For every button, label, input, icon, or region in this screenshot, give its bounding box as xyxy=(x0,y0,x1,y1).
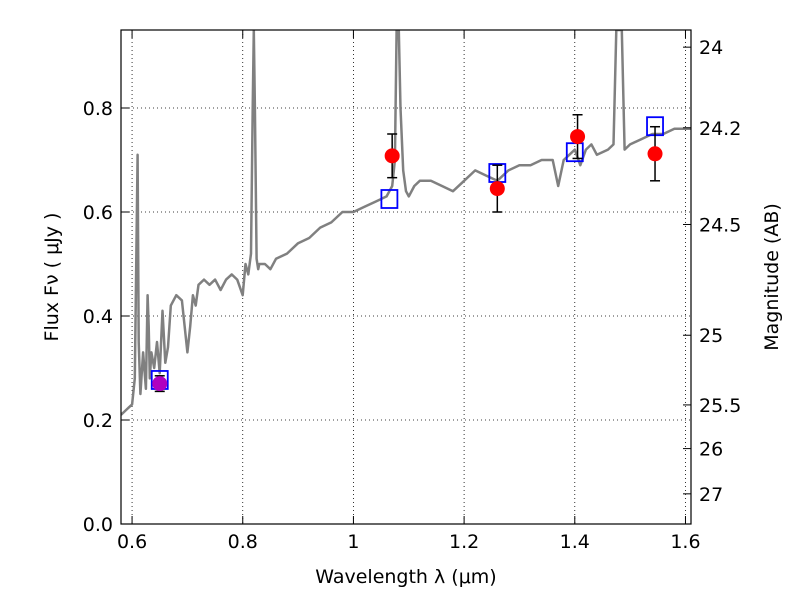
mag-tick-label: 25 xyxy=(699,325,723,347)
observed-flux-point xyxy=(152,376,168,392)
plot-frame xyxy=(120,29,692,525)
grid xyxy=(121,30,691,525)
x-tick-label: 0.6 xyxy=(117,531,147,553)
mag-tick-label: 26 xyxy=(699,439,723,461)
mag-tick-label: 24 xyxy=(699,37,723,59)
x-tick-label: 0.8 xyxy=(228,531,258,553)
model-photometry-square xyxy=(380,189,399,209)
mag-tick-label: 24.2 xyxy=(699,118,741,140)
y-tick-label: 0.0 xyxy=(83,514,113,536)
y2-axis-label: Magnitude (AB) xyxy=(761,203,783,351)
ticks-layer: 0.6 0.8 1 1.2 1.4 1.6 0.0 0.2 0.4 0.6 0.8 24 24.2 24.… xyxy=(83,30,741,553)
observed-flux-point xyxy=(647,146,663,162)
x-tick-label: 1.6 xyxy=(670,531,700,553)
x-axis-label: Wavelength λ (μm) xyxy=(315,566,496,588)
mag-tick-label: 27 xyxy=(699,484,723,506)
y-tick-label: 0.6 xyxy=(83,202,113,224)
observed-flux-point xyxy=(384,148,400,164)
y-tick-label: 0.8 xyxy=(83,98,113,120)
x-tick-label: 1 xyxy=(347,531,359,553)
mag-tick-label: 25.5 xyxy=(699,395,741,417)
y-tick-label: 0.4 xyxy=(83,306,113,328)
spectrum-line xyxy=(121,30,691,416)
y-axis-label: Flux Fν ( μJy ) xyxy=(41,213,63,342)
mag-tick-label: 24.5 xyxy=(699,214,741,236)
points-layer xyxy=(150,114,664,393)
y-tick-label: 0.2 xyxy=(83,410,113,432)
x-tick-label: 1.4 xyxy=(560,531,590,553)
observed-flux-point xyxy=(570,129,586,145)
spectrum-layer xyxy=(121,30,691,416)
x-tick-label: 1.2 xyxy=(449,531,479,553)
observed-flux-point xyxy=(489,181,505,197)
